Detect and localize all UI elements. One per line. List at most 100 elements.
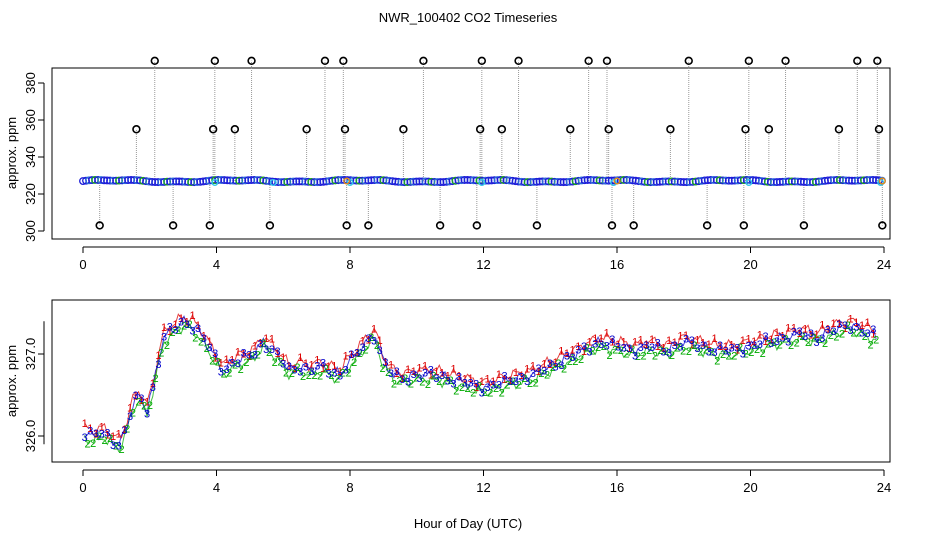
series-point-1: 1 bbox=[558, 346, 564, 358]
series-point-3: 3 bbox=[592, 339, 598, 351]
series-point-1: 1 bbox=[553, 357, 559, 369]
series-point-2: 2 bbox=[839, 328, 845, 340]
series-point-2: 2 bbox=[686, 346, 692, 358]
top-spike-point bbox=[302, 125, 311, 134]
series-point-1: 1 bbox=[343, 351, 349, 363]
series-point-3: 3 bbox=[677, 342, 683, 354]
series-point-3: 3 bbox=[127, 411, 133, 423]
series-point-3: 3 bbox=[371, 335, 377, 347]
series-point-2: 2 bbox=[720, 349, 726, 361]
series-point-1: 1 bbox=[717, 341, 723, 353]
bottom-y-axis: 326.0 327.0 bbox=[23, 321, 45, 452]
series-point-2: 2 bbox=[646, 345, 652, 357]
series-point-1: 1 bbox=[144, 397, 150, 409]
series-point-1: 1 bbox=[280, 352, 286, 364]
series-point-3: 3 bbox=[428, 365, 434, 377]
series-point-3: 3 bbox=[394, 366, 400, 378]
series-point-2: 2 bbox=[238, 364, 244, 376]
series-point-2: 2 bbox=[618, 345, 624, 357]
series-point-1: 1 bbox=[825, 323, 831, 335]
series-point-2: 2 bbox=[453, 385, 459, 397]
series-point-1: 1 bbox=[388, 359, 394, 371]
top-spike-point bbox=[168, 221, 178, 230]
series-point-1: 1 bbox=[382, 357, 388, 369]
series-point-3: 3 bbox=[604, 341, 610, 353]
series-point-2: 2 bbox=[811, 333, 817, 345]
top-accent-point bbox=[613, 177, 621, 185]
series-point-1: 1 bbox=[428, 370, 434, 382]
series-point-1: 1 bbox=[791, 322, 797, 334]
series-point-2: 2 bbox=[221, 368, 227, 380]
series-point-1: 1 bbox=[104, 429, 110, 441]
bottom-x-tick-label: 0 bbox=[79, 480, 86, 495]
series-point-3: 3 bbox=[405, 376, 411, 388]
series-point-2: 2 bbox=[709, 347, 715, 359]
top-spike-point bbox=[873, 56, 882, 65]
series-point-3: 3 bbox=[121, 425, 127, 437]
series-point-2: 2 bbox=[362, 344, 368, 356]
series-point-1: 1 bbox=[263, 333, 269, 345]
top-spike-point bbox=[532, 221, 542, 230]
series-point-2: 2 bbox=[521, 373, 527, 385]
series-point-2: 2 bbox=[391, 379, 397, 391]
series-point-3: 3 bbox=[309, 366, 315, 378]
series-point-1: 1 bbox=[252, 340, 258, 352]
series-point-3: 3 bbox=[269, 344, 275, 356]
series-point-1: 1 bbox=[195, 320, 201, 332]
series-point-2: 2 bbox=[232, 360, 238, 372]
series-point-1: 1 bbox=[513, 367, 519, 379]
series-point-3: 3 bbox=[388, 368, 394, 380]
series-point-2: 2 bbox=[374, 340, 380, 352]
series-point-2: 2 bbox=[255, 350, 261, 362]
top-spike-lines bbox=[99, 60, 883, 226]
series-point-3: 3 bbox=[751, 340, 757, 352]
series-point-3: 3 bbox=[553, 362, 559, 374]
series-point-3: 3 bbox=[337, 371, 343, 383]
series-point-2: 2 bbox=[209, 356, 215, 368]
series-point-3: 3 bbox=[331, 367, 337, 379]
top-spike-point bbox=[497, 125, 507, 134]
series-point-1: 1 bbox=[201, 331, 207, 343]
series-point-2: 2 bbox=[351, 357, 357, 369]
series-point-3: 3 bbox=[808, 328, 814, 340]
series-point-1: 1 bbox=[632, 337, 638, 349]
series-point-1: 1 bbox=[439, 367, 445, 379]
top-x-tick-label: 0 bbox=[79, 257, 86, 272]
top-spike-point bbox=[874, 125, 884, 134]
series-point-3: 3 bbox=[848, 325, 854, 337]
series-point-1: 1 bbox=[518, 370, 524, 382]
top-x-tick-label: 12 bbox=[476, 257, 490, 272]
series-point-3: 3 bbox=[700, 340, 706, 352]
series-point-1: 1 bbox=[399, 373, 405, 385]
top-spike-point bbox=[364, 221, 373, 230]
top-accent-point bbox=[343, 177, 351, 185]
series-point-3: 3 bbox=[87, 426, 93, 438]
series-point-2: 2 bbox=[833, 332, 839, 344]
top-spike-point bbox=[399, 125, 408, 134]
figure-title: NWR_100402 CO2 Timeseries bbox=[379, 10, 558, 25]
series-point-3: 3 bbox=[354, 348, 360, 360]
series-point-1: 1 bbox=[172, 319, 178, 331]
series-point-3: 3 bbox=[609, 334, 615, 346]
series-point-3: 3 bbox=[195, 323, 201, 335]
series-point-2: 2 bbox=[90, 438, 96, 450]
series-point-3: 3 bbox=[104, 428, 110, 440]
series-point-3: 3 bbox=[723, 346, 729, 358]
series-point-1: 1 bbox=[320, 363, 326, 375]
series-point-2: 2 bbox=[601, 341, 607, 353]
series-point-3: 3 bbox=[853, 322, 859, 334]
series-point-3: 3 bbox=[252, 350, 258, 362]
series-point-3: 3 bbox=[615, 341, 621, 353]
series-point-3: 3 bbox=[297, 367, 303, 379]
series-point-1: 1 bbox=[269, 334, 275, 346]
top-y-tick-label: 320 bbox=[23, 183, 38, 205]
series-point-1: 1 bbox=[859, 320, 865, 332]
top-spike-point bbox=[472, 221, 482, 230]
series-point-2: 2 bbox=[606, 350, 612, 362]
series-point-1: 1 bbox=[331, 361, 337, 373]
top-y-axis: 300 320 340 360 380 bbox=[23, 72, 45, 242]
series-point-3: 3 bbox=[706, 346, 712, 358]
series-point-3: 3 bbox=[536, 363, 542, 375]
series-point-3: 3 bbox=[422, 367, 428, 379]
series-point-1: 1 bbox=[229, 354, 235, 366]
